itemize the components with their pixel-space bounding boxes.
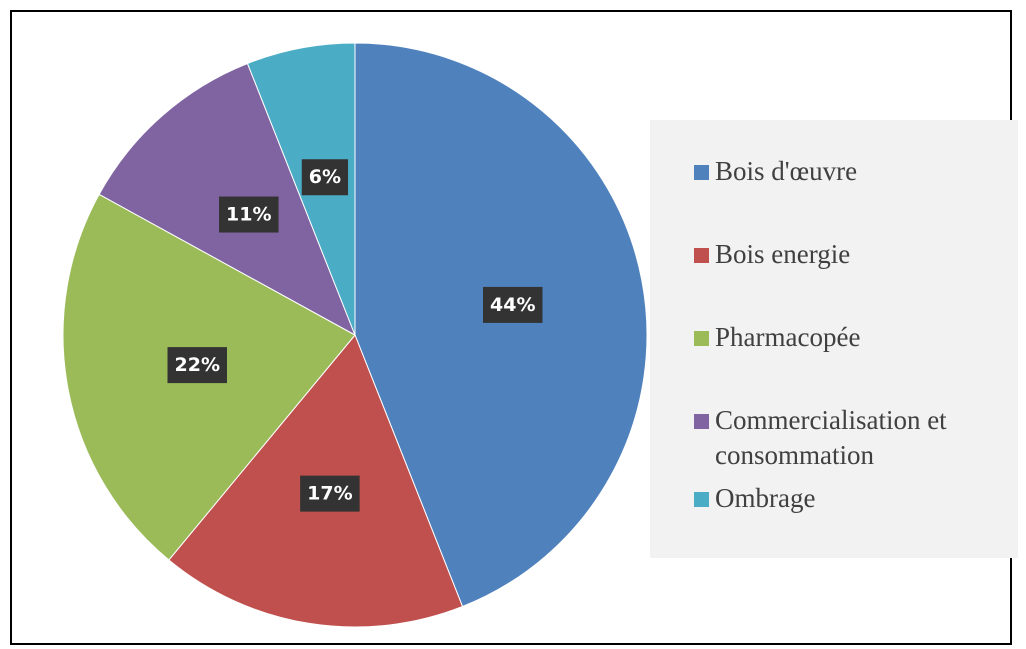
data-label: 6%	[309, 166, 341, 188]
data-label-box	[483, 286, 543, 323]
pie-slice	[354, 42, 648, 608]
data-label-box	[219, 196, 279, 233]
legend-label: Ombrage	[715, 483, 816, 513]
legend: Bois d'œuvre Bois energie Pharmacopée Comme…	[650, 120, 1018, 558]
legend-item: Bois energie	[694, 237, 1018, 272]
data-label-box	[167, 347, 227, 384]
data-label-box	[300, 475, 360, 512]
legend-label: Pharmacopée	[715, 322, 861, 352]
legend-swatch	[694, 165, 709, 180]
legend-label: Bois energie	[715, 239, 851, 269]
data-label: 11%	[226, 204, 271, 226]
legend-swatch	[694, 248, 709, 263]
legend-item: Bois d'œuvre	[694, 154, 1018, 189]
data-label: 17%	[307, 483, 352, 505]
pie-slice	[246, 42, 356, 336]
data-label: 22%	[175, 354, 220, 376]
data-label: 44%	[490, 294, 535, 316]
legend-label: Bois d'œuvre	[715, 156, 858, 186]
legend-swatch	[694, 492, 709, 507]
legend-swatch	[694, 331, 709, 346]
legend-item: Pharmacopée	[694, 320, 1018, 355]
legend-swatch	[694, 414, 709, 429]
legend-item: Ombrage	[694, 481, 1018, 516]
legend-label: Commercialisation et consommation	[715, 405, 947, 470]
legend-item: Commercialisation et consommation	[694, 403, 1018, 473]
data-label-box	[301, 159, 349, 196]
